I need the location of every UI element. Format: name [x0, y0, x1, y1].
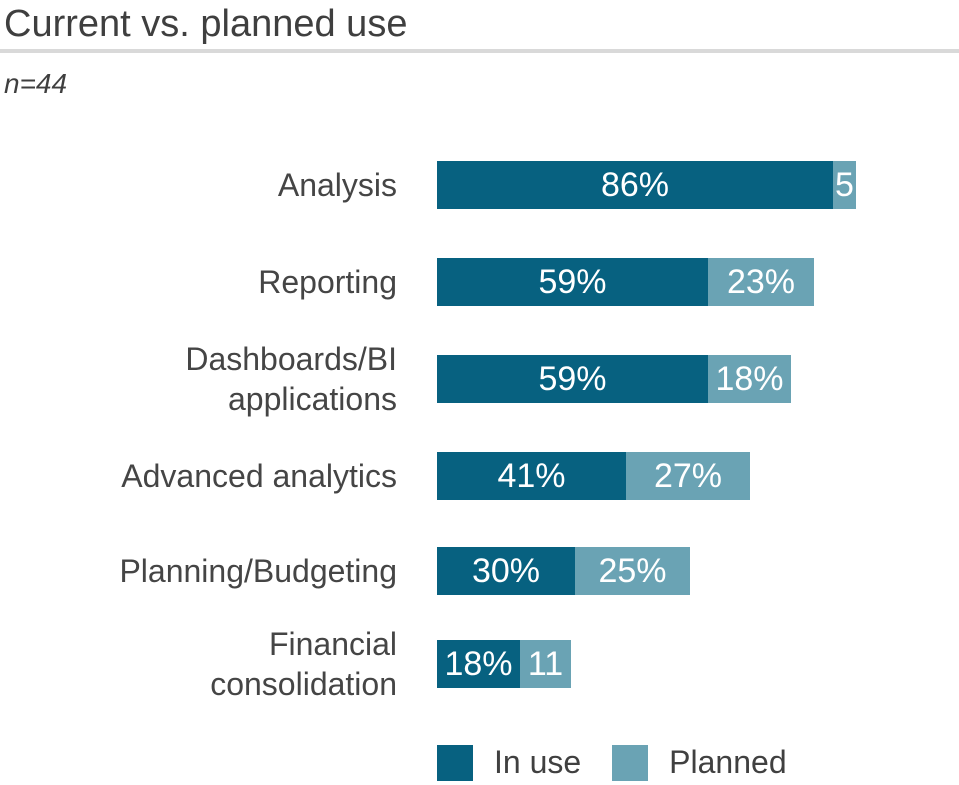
bar-value-label: 27%: [653, 456, 723, 495]
bar-value-label: 11: [527, 644, 564, 683]
bar-row: Dashboards/BI applications 59% 18%: [0, 341, 959, 417]
legend-label-in-use: In use: [494, 744, 582, 780]
legend-label-planned: Planned: [669, 744, 787, 780]
sample-size-note: n=44: [4, 68, 68, 99]
bar-segment-in-use: 30%: [437, 547, 575, 595]
category-label: Dashboards/BI applications: [185, 341, 397, 417]
bar-value-label: 59%: [538, 262, 607, 301]
bar-row: Planning/Budgeting 30% 25%: [0, 547, 959, 595]
bar-segment-in-use: 86%: [437, 161, 833, 209]
bar-value-label: 18%: [444, 644, 513, 683]
bar-row: Analysis 86% 5: [0, 161, 959, 209]
bar-value-label: 86%: [600, 165, 670, 204]
bar-row: Advanced analytics 41% 27%: [0, 452, 959, 500]
bar-value-label: 59%: [538, 359, 607, 398]
page-title: Current vs. planned use: [4, 3, 408, 45]
category-label: Analysis: [277, 167, 397, 203]
chart-legend: In use Planned: [437, 744, 787, 781]
category-label: Financial consolidation: [210, 626, 397, 702]
bar-segment-in-use: 59%: [437, 258, 708, 306]
bar-segment-in-use: 59%: [437, 355, 708, 403]
legend-swatch-planned: [612, 744, 649, 781]
bar-row: Financial consolidation 18% 11: [0, 626, 959, 702]
bar-value-label: 5: [835, 165, 854, 204]
bar-value-label: 25%: [598, 551, 667, 590]
bar-value-label: 23%: [726, 262, 796, 301]
category-label: Reporting: [258, 264, 397, 300]
bar-segment-planned: 23%: [708, 258, 814, 306]
category-label: Planning/Budgeting: [119, 553, 397, 589]
bar-segment-planned: 18%: [708, 355, 791, 403]
title-divider: [0, 49, 959, 53]
bar-segment-in-use: 41%: [437, 452, 626, 500]
legend-swatch-in-use: [437, 744, 473, 781]
legend-item-in-use: In use: [437, 744, 581, 781]
legend-item-planned: Planned: [612, 744, 787, 781]
bar-value-label: 18%: [715, 359, 784, 398]
bar-segment-planned: 11: [520, 640, 571, 688]
category-label: Advanced analytics: [121, 458, 397, 494]
bar-segment-planned: 27%: [626, 452, 750, 500]
bar-segment-planned: 5: [833, 161, 856, 209]
bar-segment-in-use: 18%: [437, 640, 520, 688]
bar-value-label: 30%: [471, 551, 541, 590]
bar-segment-planned: 25%: [575, 547, 690, 595]
bar-value-label: 41%: [497, 456, 566, 495]
bar-row: Reporting 59% 23%: [0, 258, 959, 306]
